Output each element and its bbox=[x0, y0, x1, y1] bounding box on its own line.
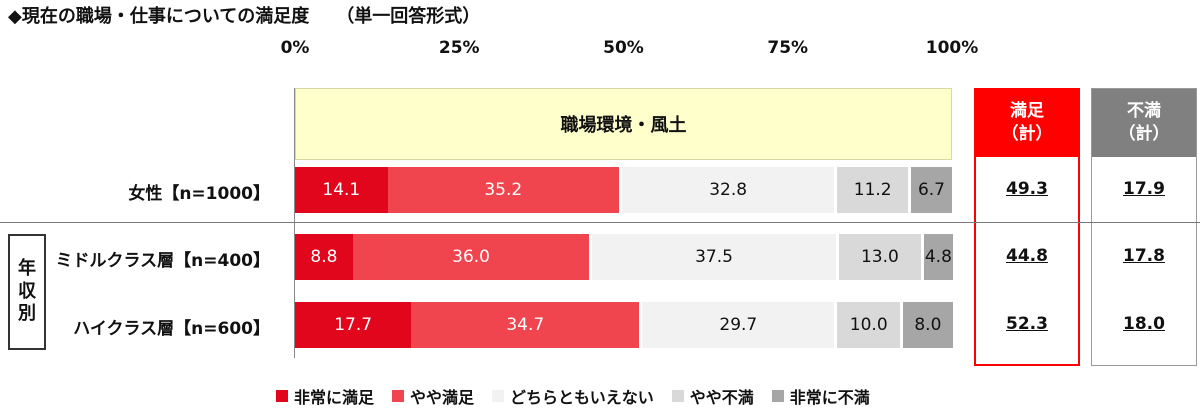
bar-segment: 17.7 bbox=[295, 302, 412, 348]
data-label: 10.0 bbox=[849, 315, 888, 335]
chart-title: ◆現在の職場・仕事についての満足度 （単一回答形式） bbox=[8, 6, 481, 27]
satisfied-header-line2: （計） bbox=[1001, 123, 1053, 144]
income-group-label: 年 収 別 bbox=[8, 234, 46, 350]
bar-segment: 37.5 bbox=[589, 234, 836, 280]
dissatisfied-total-value: 18.0 bbox=[1123, 314, 1165, 334]
row-label: ミドルクラス層【n=400】 bbox=[55, 251, 271, 271]
dissatisfied-total-value: 17.9 bbox=[1123, 179, 1165, 199]
data-label: 4.8 bbox=[924, 247, 952, 267]
satisfied-total-frame bbox=[974, 88, 1080, 366]
data-label: 11.2 bbox=[853, 180, 892, 200]
legend-item: やや満足 bbox=[392, 384, 474, 408]
legend-swatch bbox=[276, 390, 288, 402]
satisfied-total-value: 49.3 bbox=[1006, 179, 1048, 199]
legend: 非常に満足 やや満足 どちらともいえない やや不満 非常に不満 bbox=[276, 384, 870, 408]
legend-item: 非常に満足 bbox=[276, 384, 374, 408]
bar-segment: 8.8 bbox=[295, 234, 353, 280]
section-header: 職場環境・風土 bbox=[295, 88, 952, 160]
data-label: 6.7 bbox=[917, 180, 945, 200]
dissatisfied-total-header: 不満 （計） bbox=[1091, 88, 1197, 157]
x-tick-label: 25% bbox=[438, 38, 480, 58]
data-label: 8.8 bbox=[310, 247, 338, 267]
satisfied-header-line1: 満足 bbox=[1010, 100, 1044, 121]
legend-label: どちらともいえない bbox=[510, 388, 654, 407]
bar-segment: 29.7 bbox=[639, 302, 835, 348]
legend-item: やや不満 bbox=[671, 384, 754, 408]
x-tick-label: 0% bbox=[280, 38, 310, 58]
data-label: 8.0 bbox=[914, 315, 942, 335]
legend-swatch bbox=[492, 390, 505, 402]
bar-segment: 14.1 bbox=[295, 167, 388, 213]
dissatisfied-header-line2: （計） bbox=[1118, 123, 1170, 144]
section-label: 職場環境・風土 bbox=[560, 115, 687, 136]
bar-segment: 32.8 bbox=[618, 167, 835, 213]
data-label: 14.1 bbox=[322, 180, 361, 200]
legend-swatch bbox=[392, 390, 405, 402]
bar-segment: 34.7 bbox=[411, 302, 640, 348]
x-tick-label: 50% bbox=[603, 38, 644, 58]
legend-label: 非常に満足 bbox=[294, 388, 375, 407]
bar-segment: 10.0 bbox=[834, 302, 901, 348]
dissatisfied-total-frame bbox=[1091, 88, 1197, 366]
dissatisfied-header-line1: 不満 bbox=[1127, 100, 1161, 121]
bar-segment: 35.2 bbox=[387, 167, 619, 213]
data-label: 32.8 bbox=[709, 180, 748, 200]
data-label: 29.7 bbox=[719, 315, 758, 335]
legend-item: 非常に不満 bbox=[771, 384, 870, 408]
legend-label: 非常に不満 bbox=[789, 388, 870, 407]
data-label: 13.0 bbox=[860, 247, 899, 267]
x-tick-label: 100% bbox=[925, 38, 979, 58]
satisfied-total-value: 44.8 bbox=[1006, 246, 1048, 266]
bar-segment: 8.0 bbox=[900, 302, 953, 348]
satisfied-total-value: 52.3 bbox=[1006, 314, 1048, 334]
data-label: 37.5 bbox=[695, 247, 733, 267]
data-label: 17.7 bbox=[334, 315, 373, 335]
legend-label: やや不満 bbox=[689, 388, 754, 407]
legend-label: やや満足 bbox=[410, 388, 475, 407]
legend-swatch bbox=[771, 390, 784, 402]
bar-segment: 6.7 bbox=[907, 167, 952, 213]
satisfied-total-header: 満足 （計） bbox=[974, 88, 1080, 157]
data-label: 36.0 bbox=[452, 247, 490, 267]
data-label: 34.7 bbox=[506, 315, 545, 335]
axis-zero-line bbox=[294, 88, 295, 358]
row-divider bbox=[0, 222, 1200, 223]
dissatisfied-total-value: 17.8 bbox=[1123, 246, 1165, 266]
row-label: ハイクラス層【n=600】 bbox=[73, 319, 270, 339]
group-label-char: 年 bbox=[18, 258, 36, 280]
data-label: 35.2 bbox=[484, 180, 523, 200]
legend-swatch bbox=[671, 390, 684, 402]
bar-segment: 11.2 bbox=[834, 167, 908, 213]
bar-segment: 36.0 bbox=[352, 234, 590, 280]
row-label: 女性【n=1000】 bbox=[128, 184, 270, 204]
group-label-char: 収 bbox=[18, 280, 36, 302]
group-label-char: 別 bbox=[18, 303, 36, 325]
bar-segment: 4.8 bbox=[921, 234, 953, 280]
bar-segment: 13.0 bbox=[835, 234, 922, 280]
x-tick-label: 75% bbox=[767, 38, 809, 58]
legend-item: どちらともいえない bbox=[492, 384, 654, 408]
